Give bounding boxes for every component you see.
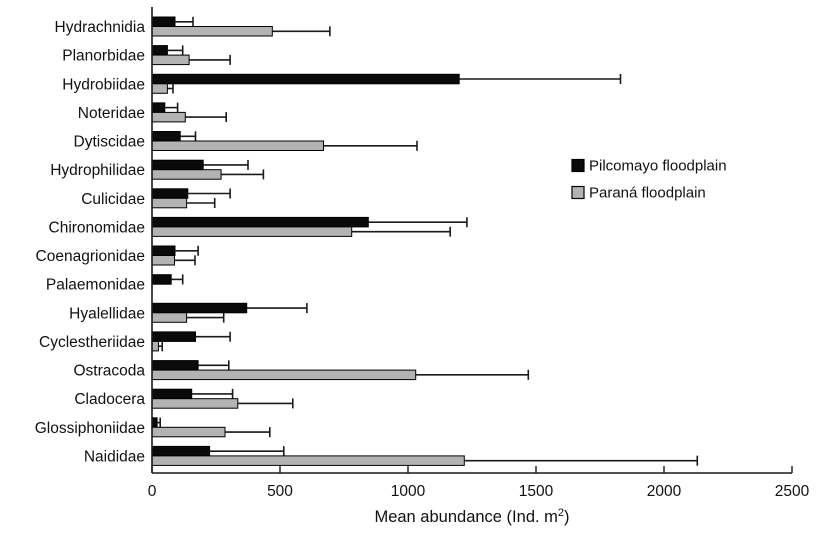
bar-paran--hyalellidae	[151, 312, 188, 323]
bar-paran--glossiphoniidae	[151, 426, 226, 438]
legend-label-pilcomayo: Pilcomayo floodplain	[589, 158, 727, 175]
bar-paran--ostracoda	[151, 369, 417, 381]
bar-pilcomayo-coenagrionidae	[151, 245, 176, 256]
bar-paran--coenagrionidae	[151, 255, 175, 266]
category-label-naididae: Naididae	[84, 448, 145, 465]
x-tick-label-1000: 1000	[391, 483, 426, 500]
bar-pilcomayo-hydrophilidae	[151, 159, 204, 171]
x-tick-label-2000: 2000	[647, 483, 682, 500]
bar-pilcomayo-chironomidae	[151, 216, 369, 228]
category-label-hydrobiidae: Hydrobiidae	[62, 76, 145, 93]
bar-paran--culicidae	[151, 197, 188, 209]
bar-pilcomayo-hydrobiidae	[151, 73, 460, 85]
bar-pilcomayo-noteridae	[151, 102, 166, 113]
x-tick-label-2500: 2500	[775, 483, 810, 500]
legend-label-paran-: Paraná floodplain	[589, 185, 706, 202]
bar-paran--cyclestheriidae	[151, 340, 159, 352]
category-label-culicidae: Culicidae	[81, 191, 145, 208]
category-label-planorbidae: Planorbidae	[62, 48, 145, 65]
bar-paran--hydrachnidia	[151, 26, 273, 37]
legend-swatch-paran-	[571, 185, 585, 200]
bar-paran--cladocera	[151, 398, 239, 409]
bar-paran--hydrobiidae	[151, 83, 168, 94]
category-label-dytiscidae: Dytiscidae	[74, 134, 146, 151]
category-label-hydrophilidae: Hydrophilidae	[50, 162, 145, 179]
bar-paran--hydrophilidae	[151, 169, 222, 180]
x-tick-label-1500: 1500	[519, 483, 554, 500]
bar-pilcomayo-planorbidae	[151, 45, 168, 56]
category-label-hyalellidae: Hyalellidae	[69, 305, 145, 322]
category-label-noteridae: Noteridae	[78, 105, 145, 122]
category-label-cladocera: Cladocera	[74, 391, 145, 408]
bar-paran--chironomidae	[151, 226, 353, 237]
x-tick-label-500: 500	[267, 483, 293, 500]
legend-swatch-pilcomayo	[571, 158, 585, 173]
bar-pilcomayo-culicidae	[151, 188, 189, 199]
bar-paran--dytiscidae	[151, 140, 324, 151]
bar-pilcomayo-naididae	[151, 445, 211, 457]
category-label-cyclestheriidae: Cyclestheriidae	[39, 334, 145, 351]
category-label-palaemonidae: Palaemonidae	[46, 277, 145, 294]
bar-paran--naididae	[151, 455, 465, 466]
category-label-hydrachnidia: Hydrachnidia	[55, 19, 146, 36]
bar-pilcomayo-cyclestheriidae	[151, 331, 196, 342]
category-label-chironomidae: Chironomidae	[49, 219, 146, 236]
bar-pilcomayo-ostracoda	[151, 360, 199, 371]
bar-pilcomayo-hyalellidae	[151, 302, 248, 314]
category-label-glossiphoniidae: Glossiphoniidae	[35, 420, 145, 437]
bar-paran--noteridae	[151, 111, 186, 123]
category-label-ostracoda: Ostracoda	[73, 363, 145, 380]
bar-pilcomayo-palaemonidae	[151, 274, 172, 285]
x-tick-label-0: 0	[148, 483, 157, 500]
x-axis-title: Mean abundance (Ind. m2)	[374, 507, 569, 526]
category-label-coenagrionidae: Coenagrionidae	[36, 248, 145, 265]
bar-pilcomayo-cladocera	[151, 388, 193, 400]
bar-pilcomayo-dytiscidae	[151, 131, 181, 142]
bar-pilcomayo-hydrachnidia	[151, 16, 176, 27]
bar-paran--planorbidae	[151, 54, 190, 66]
